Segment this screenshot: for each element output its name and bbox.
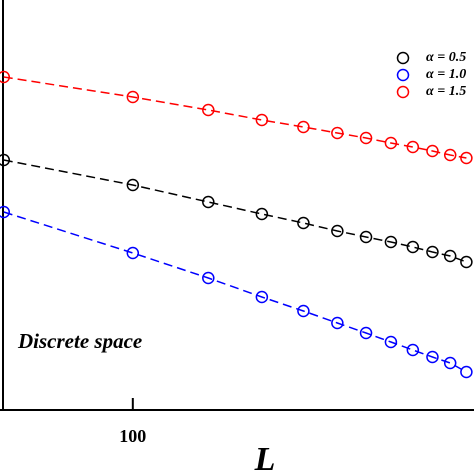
data-point — [443, 148, 457, 162]
legend-label: α = 0.5 — [426, 50, 466, 65]
data-point — [426, 144, 439, 158]
annotation: Discrete space — [17, 329, 142, 353]
legend-label: α = 1.0 — [426, 67, 466, 82]
data-point — [359, 326, 373, 340]
data-point — [255, 207, 269, 221]
data-point — [359, 131, 373, 145]
data-point — [443, 356, 457, 370]
data-point — [359, 230, 373, 244]
data-point — [460, 365, 473, 379]
data-point — [426, 245, 439, 259]
data-point — [126, 178, 140, 192]
x-tick-label: 100 — [119, 426, 146, 446]
data-point — [331, 316, 344, 330]
data-point — [406, 240, 420, 254]
data-point — [460, 255, 473, 269]
data-point — [297, 304, 310, 318]
data-point — [0, 70, 11, 84]
series-line — [3, 159, 467, 263]
data-point — [406, 140, 420, 154]
data-point — [255, 113, 269, 127]
data-point — [126, 90, 140, 104]
data-point — [297, 120, 310, 134]
data-point — [384, 136, 398, 150]
data-point — [0, 153, 11, 167]
data-point — [460, 151, 473, 165]
data-point — [202, 271, 215, 285]
legend-marker — [396, 68, 410, 82]
data-point — [331, 224, 344, 238]
data-point — [202, 103, 215, 117]
data-point — [255, 290, 269, 304]
data-point — [202, 195, 215, 209]
legend-marker — [396, 85, 410, 99]
data-point — [297, 216, 310, 230]
data-point — [384, 235, 398, 249]
data-point — [0, 205, 11, 219]
legend-label: α = 1.5 — [426, 84, 466, 99]
data-point — [443, 249, 457, 263]
data-point — [426, 350, 439, 364]
legend-marker — [396, 51, 410, 65]
data-point — [126, 246, 140, 260]
series-line — [3, 211, 467, 373]
x-axis-label: L — [254, 441, 276, 474]
data-point — [406, 343, 420, 357]
data-point — [384, 335, 398, 349]
data-point — [331, 126, 344, 140]
series-line — [3, 76, 467, 159]
